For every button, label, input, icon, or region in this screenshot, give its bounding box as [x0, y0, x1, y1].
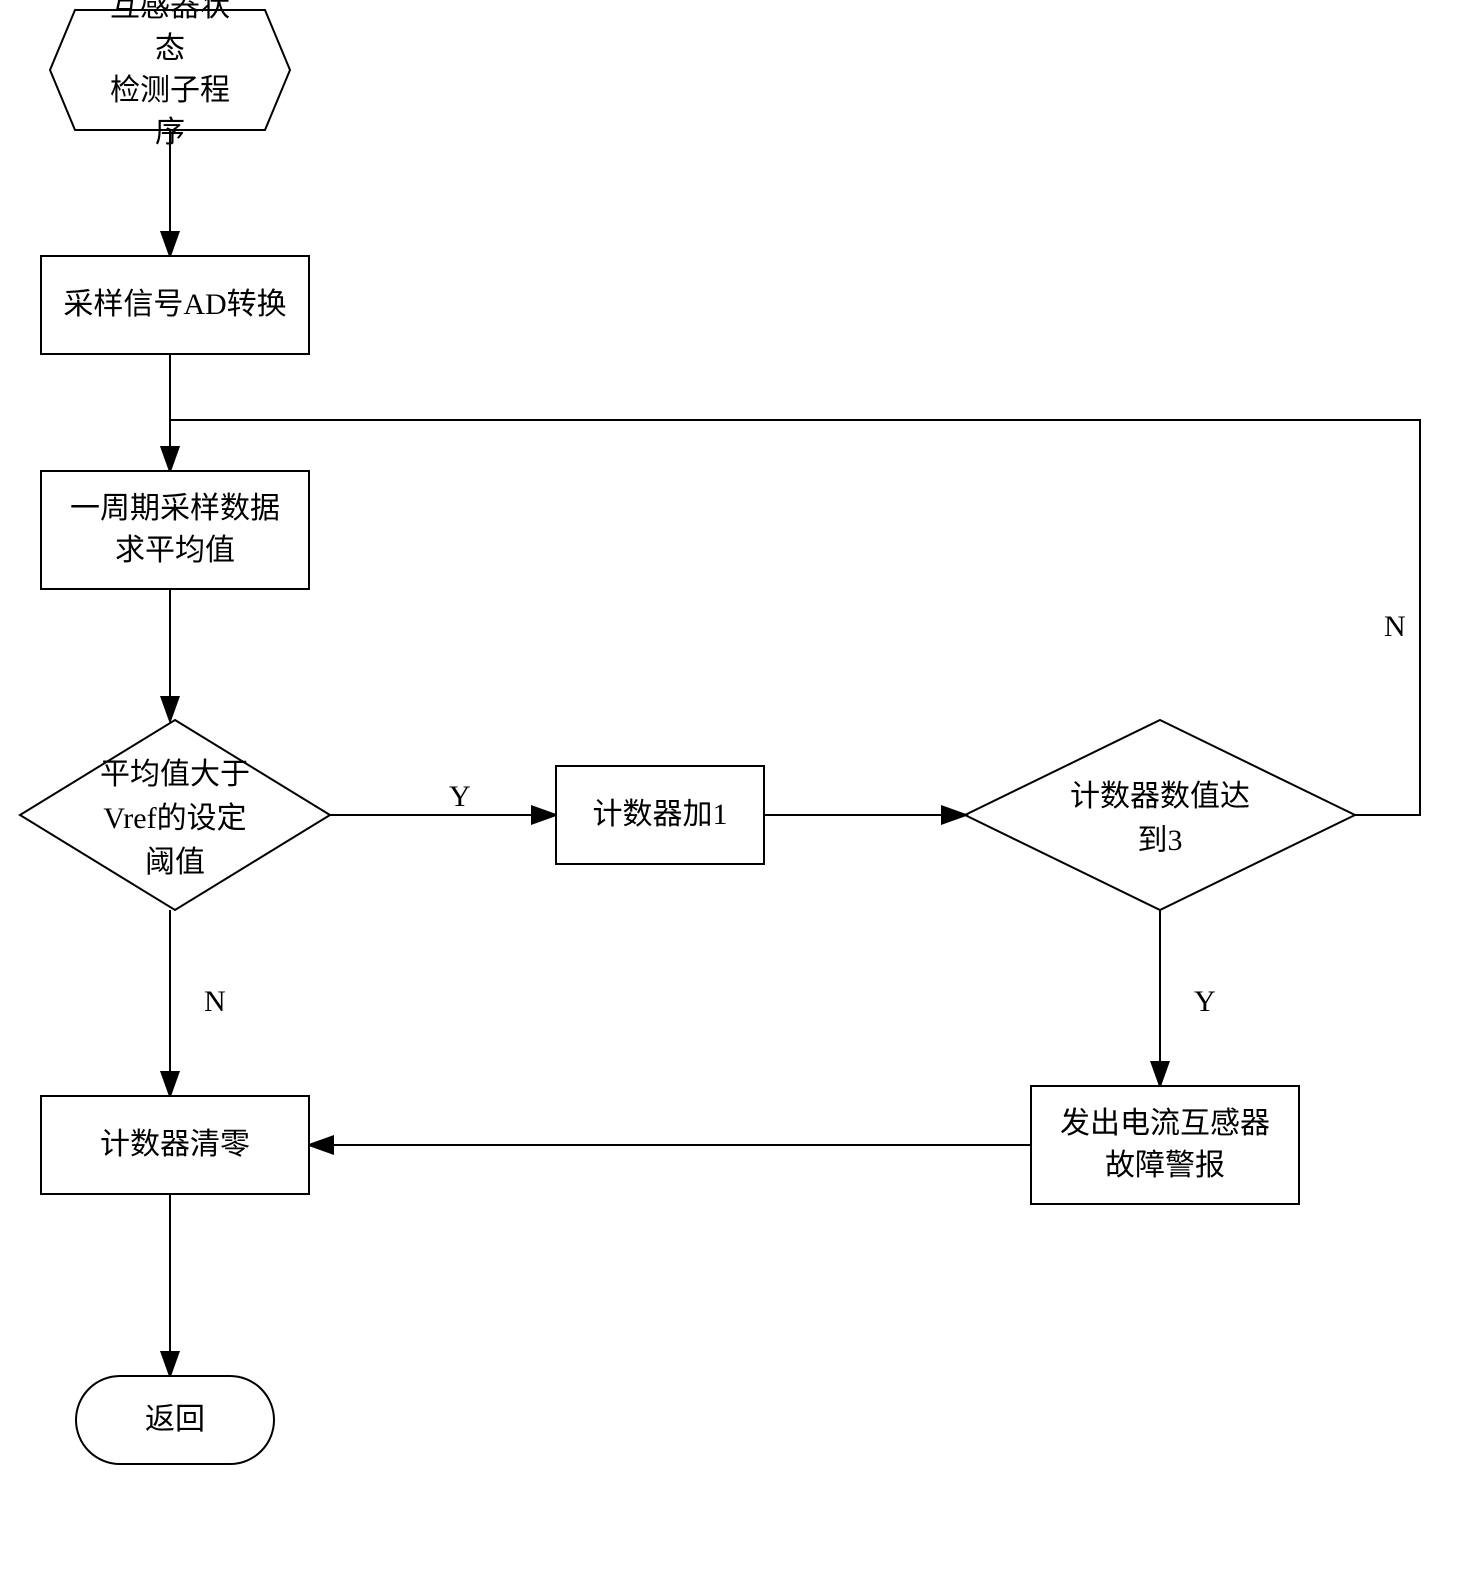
flowchart-container: 互感器状态 检测子程序 采样信号AD转换 一周期采样数据 求平均值 平均值大于 …	[0, 0, 1463, 1593]
return-node: 返回	[75, 1375, 275, 1465]
reset-node: 计数器清零	[40, 1095, 310, 1195]
ad-convert-label: 采样信号AD转换	[63, 284, 286, 326]
alarm-label: 发出电流互感器 故障警报	[1060, 1103, 1270, 1187]
increment-node: 计数器加1	[555, 765, 765, 865]
average-node: 一周期采样数据 求平均值	[40, 470, 310, 590]
compare-label: 平均值大于 Vref的设定阈值	[98, 749, 253, 881]
check-count-label: 计数器数值达到3	[1063, 771, 1258, 859]
edge-label: Y	[445, 780, 475, 814]
average-label: 一周期采样数据 求平均值	[70, 488, 280, 572]
start-node: 互感器状态 检测子程序	[50, 10, 290, 130]
ad-convert-node: 采样信号AD转换	[40, 255, 310, 355]
check-count-node: 计数器数值达到3	[965, 720, 1355, 910]
edge-label: Y	[1190, 985, 1220, 1019]
edge-label: N	[200, 985, 230, 1019]
compare-node: 平均值大于 Vref的设定阈值	[20, 720, 330, 910]
start-label: 互感器状态 检测子程序	[110, 0, 230, 154]
alarm-node: 发出电流互感器 故障警报	[1030, 1085, 1300, 1205]
edge-label: N	[1380, 610, 1410, 644]
reset-label: 计数器清零	[100, 1124, 250, 1166]
return-label: 返回	[145, 1399, 205, 1441]
increment-label: 计数器加1	[593, 794, 728, 836]
